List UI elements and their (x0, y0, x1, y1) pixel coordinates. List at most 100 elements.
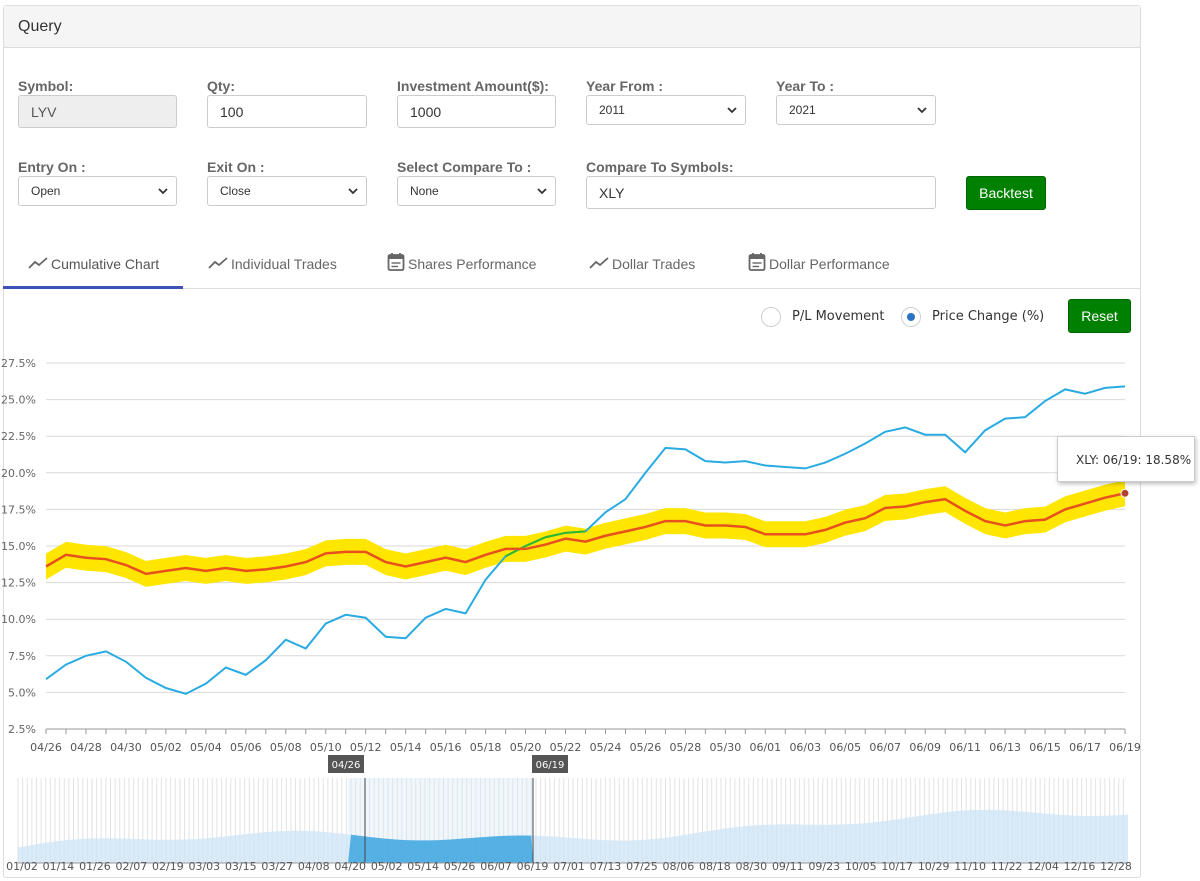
exit-on-value: Close (220, 184, 251, 198)
navigator-tick-label: 05/14 (407, 860, 439, 873)
trend-icon (28, 257, 48, 269)
x-tick-label: 05/12 (350, 741, 382, 754)
navigator-tick-label: 02/07 (116, 860, 148, 873)
x-tick-label: 05/20 (510, 741, 542, 754)
navigator-tick-label: 06/07 (480, 860, 512, 873)
exit-on-label: Exit On : (207, 159, 265, 175)
year-from-value: 2011 (599, 103, 625, 117)
tab-cumulative-chart[interactable]: Cumulative Chart (28, 256, 159, 292)
navigator-tick-label: 12/16 (1064, 860, 1096, 873)
trend-icon (589, 257, 609, 269)
tab-dollar-trades[interactable]: Dollar Trades (589, 256, 695, 292)
chevron-down-icon (348, 188, 358, 195)
year-from-label: Year From : (586, 78, 664, 94)
x-tick-label: 04/26 (30, 741, 62, 754)
navigator-tick-label: 02/19 (152, 860, 184, 873)
symbol-input[interactable]: LYV (18, 95, 177, 128)
navigator-tick-label: 09/23 (808, 860, 840, 873)
chart-series (45, 385, 1130, 695)
navigator-tick-label: 05/02 (371, 860, 403, 873)
navigator-tick-label: 07/13 (590, 860, 622, 873)
tab-shares-performance[interactable]: Shares Performance (387, 252, 536, 288)
symbol-label: Symbol: (18, 78, 74, 94)
navigator-tick-label: 07/25 (626, 860, 658, 873)
y-tick-label: 12.5% (1, 577, 36, 590)
navigator-selected-area (348, 834, 533, 863)
backtest-button[interactable]: Backtest (966, 176, 1046, 210)
chevron-down-icon (158, 188, 168, 195)
tab-individual-trades[interactable]: Individual Trades (208, 256, 337, 292)
y-tick-label: 25.0% (1, 394, 36, 407)
y-tick-label: 15.0% (1, 540, 36, 553)
navigator-tick-label: 07/01 (553, 860, 585, 873)
x-tick-label: 05/14 (390, 741, 422, 754)
price-change-radio[interactable] (901, 307, 921, 327)
hover-point (1120, 488, 1130, 498)
x-tick-label: 05/18 (470, 741, 502, 754)
panel-title: Query (18, 18, 62, 35)
navigator-tick-label: 10/05 (845, 860, 877, 873)
y-tick-label: 5.0% (8, 686, 36, 699)
x-tick-label: 05/02 (150, 741, 182, 754)
compare-to-select[interactable]: None (397, 176, 556, 206)
active-tab-indicator (3, 286, 183, 289)
year-to-label: Year To : (776, 78, 835, 94)
navigator-tick-label: 11/22 (991, 860, 1023, 873)
xly-band (46, 480, 1125, 587)
entry-on-value: Open (31, 184, 61, 198)
trend-icon (208, 257, 228, 269)
x-tick-label: 05/16 (430, 741, 462, 754)
x-tick-label: 05/08 (270, 741, 302, 754)
entry-on-label: Entry On : (18, 159, 86, 175)
navigator-area (18, 809, 1128, 863)
pl-movement-radio[interactable] (761, 307, 781, 327)
x-tick-label: 06/05 (829, 741, 861, 754)
tabs-divider (3, 288, 1141, 289)
x-tick-label: 05/24 (590, 741, 622, 754)
navigator-tick-label: 06/19 (517, 860, 549, 873)
reset-button[interactable]: Reset (1068, 299, 1131, 333)
tab-label: Dollar Trades (612, 256, 696, 272)
x-tick-label: 06/07 (869, 741, 901, 754)
panel-header: Query (4, 6, 1140, 48)
navigator-tick-label: 03/03 (188, 860, 220, 873)
chevron-down-icon (537, 188, 547, 195)
range-end-label: 06/19 (536, 760, 565, 771)
entry-on-select[interactable]: Open (18, 176, 177, 206)
range-start-label-bg (328, 755, 364, 773)
cumulative-chart[interactable]: 2.5% 5.0% 7.5% 10.0% 12.5% 15.0% 17.5% 20.0% 22.… (0, 350, 1200, 881)
year-from-select[interactable]: 2011 (586, 95, 746, 125)
navigator-tick-label: 04/08 (298, 860, 330, 873)
chart-band (46, 480, 1125, 587)
price-change-label: Price Change (%) (932, 309, 1045, 324)
compare-symbols-input[interactable]: XLY (586, 176, 936, 209)
compare-symbols-label: Compare To Symbols: (586, 159, 734, 175)
chevron-down-icon (917, 107, 927, 114)
tab-label: Dollar Performance (769, 256, 890, 272)
x-tick-label: 05/06 (230, 741, 262, 754)
investment-label: Investment Amount($): (397, 78, 549, 94)
navigator-tick-label: 08/06 (663, 860, 695, 873)
exit-on-select[interactable]: Close (207, 176, 367, 206)
navigator-tick-label: 11/10 (954, 860, 986, 873)
x-tick-label: 05/26 (630, 741, 662, 754)
y-tick-label: 17.5% (1, 503, 36, 516)
range-end-label-bg (532, 755, 568, 773)
navigator-tick-label: 03/27 (261, 860, 293, 873)
qty-input[interactable]: 100 (207, 95, 367, 128)
x-tick-label: 05/30 (710, 741, 742, 754)
chevron-down-icon (727, 107, 737, 114)
x-tick-label: 06/17 (1069, 741, 1101, 754)
navigator-tick-label: 12/28 (1100, 860, 1132, 873)
navigator-tick-label: 03/15 (225, 860, 257, 873)
tab-dollar-performance[interactable]: Dollar Performance (748, 252, 890, 288)
tab-label: Shares Performance (408, 256, 537, 272)
qty-label: Qty: (207, 78, 235, 94)
x-tick-label: 06/15 (1029, 741, 1061, 754)
y-tick-label: 22.5% (1, 430, 36, 443)
lyv-series-line (45, 385, 1126, 695)
navigator-tick-label: 08/30 (735, 860, 767, 873)
investment-input[interactable]: 1000 (397, 95, 556, 128)
calendar-icon (748, 253, 766, 271)
year-to-select[interactable]: 2021 (776, 95, 936, 125)
